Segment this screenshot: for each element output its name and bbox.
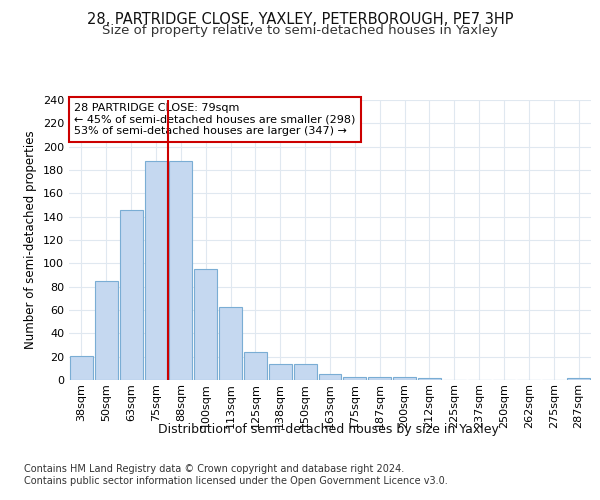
Text: Distribution of semi-detached houses by size in Yaxley: Distribution of semi-detached houses by … (158, 422, 499, 436)
Bar (145, 160, 167, 380)
Bar (567, 378, 590, 380)
Y-axis label: Number of semi-detached properties: Number of semi-detached properties (25, 130, 37, 350)
Bar (343, 376, 366, 380)
Bar (368, 376, 391, 380)
Bar (294, 364, 317, 380)
Bar (95, 281, 118, 380)
Bar (194, 269, 217, 380)
Bar (70, 356, 93, 380)
Bar (219, 306, 242, 380)
Text: Contains public sector information licensed under the Open Government Licence v3: Contains public sector information licen… (24, 476, 448, 486)
Bar (393, 376, 416, 380)
Bar (319, 374, 341, 380)
Bar (169, 160, 192, 380)
Bar (120, 210, 143, 380)
Bar (418, 378, 441, 380)
Text: Contains HM Land Registry data © Crown copyright and database right 2024.: Contains HM Land Registry data © Crown c… (24, 464, 404, 474)
Text: 28, PARTRIDGE CLOSE, YAXLEY, PETERBOROUGH, PE7 3HP: 28, PARTRIDGE CLOSE, YAXLEY, PETERBOROUG… (87, 12, 513, 28)
Text: 28 PARTRIDGE CLOSE: 79sqm
← 45% of semi-detached houses are smaller (298)
53% of: 28 PARTRIDGE CLOSE: 79sqm ← 45% of semi-… (74, 103, 356, 136)
Bar (244, 352, 267, 380)
Bar (269, 364, 292, 380)
Text: Size of property relative to semi-detached houses in Yaxley: Size of property relative to semi-detach… (102, 24, 498, 37)
